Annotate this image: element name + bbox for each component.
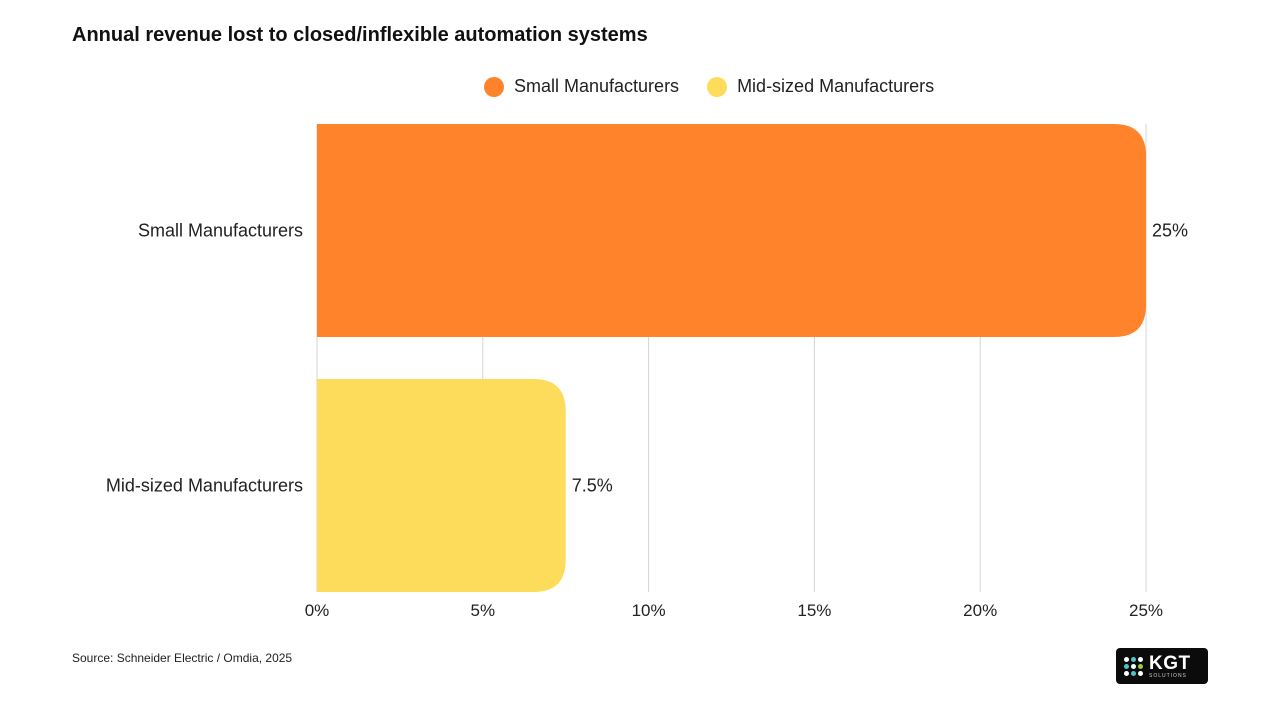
logo-text: KGT [1149, 652, 1191, 674]
x-tick-label: 15% [797, 601, 831, 620]
legend: Small Manufacturers Mid-sized Manufactur… [484, 76, 934, 97]
logo-dot [1131, 670, 1136, 676]
x-tick-label: 0% [305, 601, 330, 620]
logo-dot [1124, 663, 1129, 669]
source-note: Source: Schneider Electric / Omdia, 2025 [72, 651, 293, 665]
x-tick-label: 25% [1129, 601, 1163, 620]
logo-dot [1131, 656, 1136, 662]
legend-label-small: Small Manufacturers [514, 76, 680, 96]
legend-swatch-small [484, 76, 504, 97]
logo-dot [1138, 656, 1143, 662]
chart-title: Annual revenue lost to closed/inflexible… [72, 24, 648, 46]
legend-label-mid: Mid-sized Manufacturers [737, 76, 935, 96]
logo-dot [1124, 656, 1129, 662]
bar [317, 379, 566, 592]
category-label: Small Manufacturers [138, 221, 303, 241]
legend-swatch-mid [707, 76, 728, 97]
logo-dot [1138, 663, 1143, 669]
data-label: 7.5% [572, 476, 613, 496]
logo-subtext: SOLUTIONS [1149, 672, 1187, 679]
legend-item-mid: Mid-sized Manufacturers [707, 76, 934, 97]
category-label: Mid-sized Manufacturers [106, 476, 303, 496]
x-tick-label: 10% [632, 601, 666, 620]
logo-dot [1124, 670, 1129, 676]
data-label: 25% [1152, 221, 1188, 241]
logo-mark-icon [1124, 656, 1143, 676]
logo-dot [1138, 670, 1143, 676]
legend-item-small: Small Manufacturers [484, 76, 679, 97]
x-tick-label: 5% [471, 601, 496, 620]
kgt-logo: KGT SOLUTIONS [1116, 648, 1208, 684]
bar [317, 124, 1146, 337]
logo-dot [1131, 663, 1136, 669]
x-tick-label: 20% [963, 601, 997, 620]
